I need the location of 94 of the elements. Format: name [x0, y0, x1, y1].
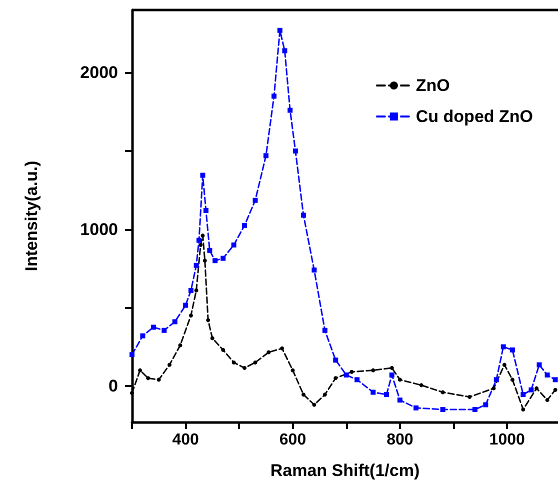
point — [500, 344, 506, 350]
point — [483, 402, 488, 408]
point — [553, 388, 558, 392]
point — [178, 343, 182, 348]
point — [188, 313, 193, 318]
y-axis-title: Intensity(a.u.) — [22, 160, 41, 272]
point — [528, 387, 534, 392]
point — [544, 372, 550, 378]
point — [146, 376, 150, 380]
legend-label: Cu doped ZnO — [416, 107, 534, 126]
point — [277, 28, 282, 33]
point — [440, 406, 446, 412]
y-tick-label: 2000 — [80, 63, 118, 82]
point — [207, 248, 212, 253]
point — [212, 258, 218, 264]
point — [510, 378, 514, 382]
point — [210, 336, 214, 340]
point — [384, 392, 390, 398]
point — [300, 212, 306, 218]
point — [196, 238, 202, 243]
point — [334, 376, 338, 380]
point — [206, 318, 210, 322]
legend-label: ZnO — [416, 76, 450, 95]
point — [534, 386, 539, 390]
point — [130, 391, 134, 396]
point — [202, 258, 207, 263]
y-tick-label: 0 — [108, 376, 118, 396]
point — [156, 378, 161, 382]
x-tick-label: 600 — [279, 432, 306, 448]
point — [492, 386, 496, 390]
point — [521, 407, 526, 412]
point — [194, 262, 199, 268]
point — [322, 328, 328, 333]
x-tick-label: 1000 — [489, 432, 525, 448]
point — [414, 405, 418, 410]
x-tick-label: 800 — [386, 432, 414, 448]
point — [198, 242, 203, 247]
point — [494, 377, 499, 382]
x-tick-label: 400 — [172, 432, 200, 448]
point — [440, 390, 445, 394]
point — [344, 372, 349, 378]
point — [472, 406, 478, 412]
point — [510, 347, 515, 352]
point — [312, 268, 317, 273]
point — [290, 368, 295, 372]
point — [150, 324, 156, 330]
point — [333, 358, 338, 363]
point — [536, 362, 542, 368]
x-axis-title: Raman Shift(1/cm) — [270, 461, 420, 480]
point — [232, 360, 236, 364]
point — [502, 362, 506, 367]
point — [220, 256, 226, 261]
point — [390, 366, 394, 370]
point — [263, 153, 268, 158]
point — [354, 377, 360, 382]
point — [172, 319, 178, 324]
point — [266, 350, 271, 354]
point — [138, 368, 142, 372]
point — [552, 377, 558, 382]
point — [282, 48, 288, 54]
point — [242, 366, 247, 370]
point — [231, 242, 236, 248]
point — [162, 328, 167, 333]
point — [397, 398, 402, 403]
point — [545, 398, 550, 402]
point — [272, 94, 276, 99]
point — [188, 288, 194, 293]
point — [389, 372, 394, 378]
point — [322, 392, 327, 397]
point — [252, 198, 258, 203]
point — [288, 108, 293, 113]
point — [130, 352, 134, 358]
point — [242, 222, 248, 228]
point — [312, 402, 316, 407]
point — [253, 360, 258, 364]
point — [194, 288, 198, 292]
point — [221, 348, 226, 352]
point — [419, 383, 424, 388]
point — [203, 208, 208, 214]
point — [183, 302, 188, 308]
point — [200, 172, 206, 178]
point — [200, 234, 205, 238]
point — [168, 362, 172, 367]
point — [280, 346, 284, 350]
y-tick-label: 1000 — [80, 220, 118, 239]
point — [301, 392, 306, 397]
point — [468, 394, 472, 399]
point — [140, 333, 146, 338]
point — [370, 390, 376, 395]
point — [292, 148, 298, 154]
point — [520, 392, 526, 398]
point — [398, 378, 402, 382]
point — [350, 370, 354, 374]
point — [371, 368, 376, 372]
